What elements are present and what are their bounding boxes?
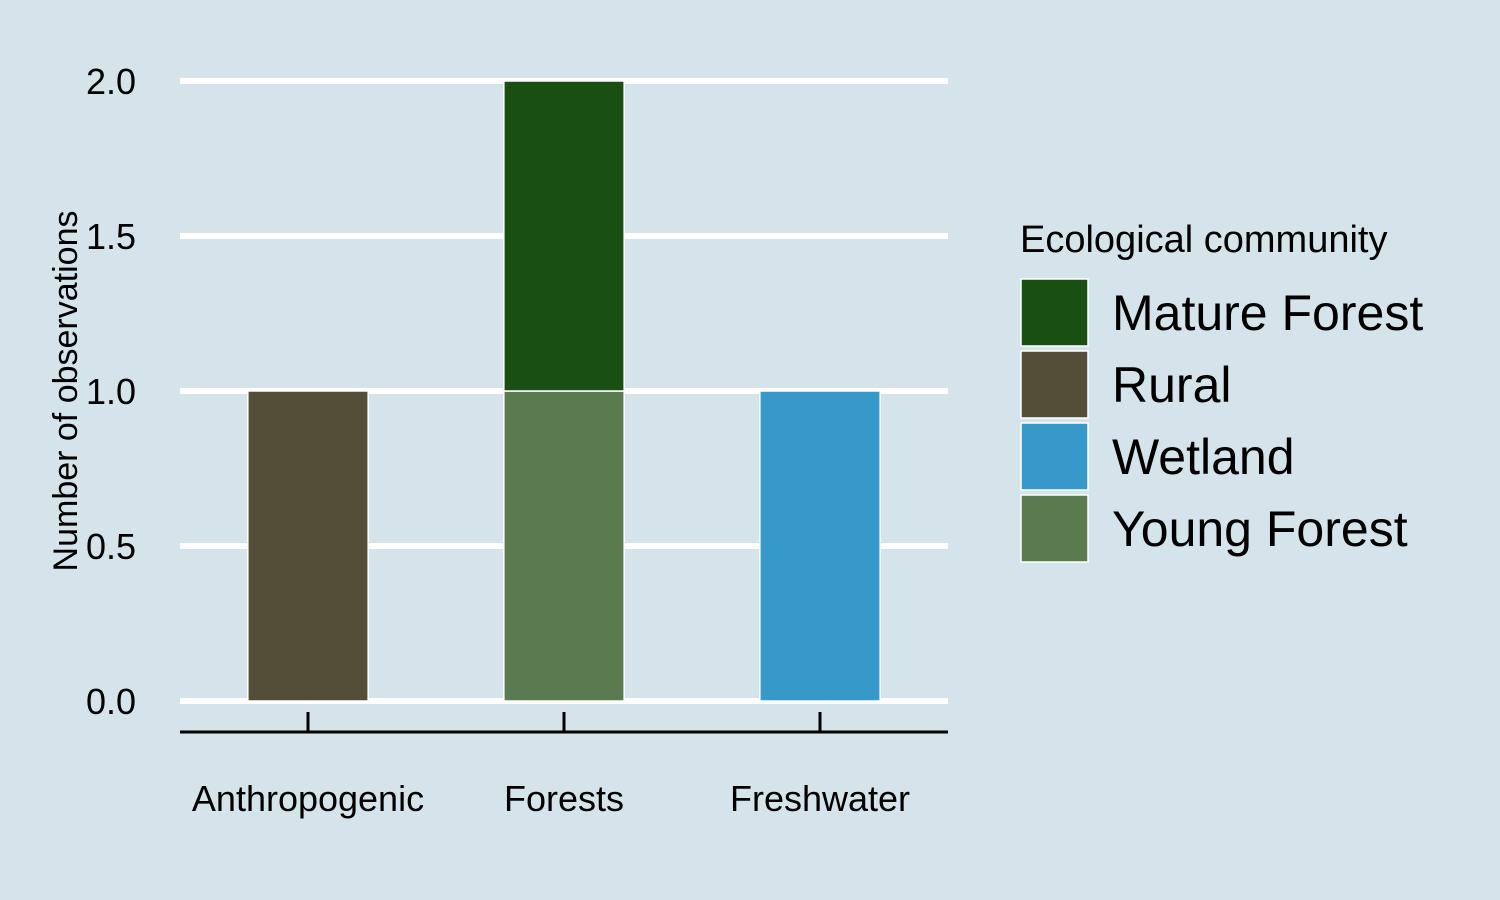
- legend-label: Mature Forest: [1112, 285, 1423, 341]
- x-tick-label: Anthropogenic: [192, 778, 424, 819]
- bar-freshwater-wetland: [759, 390, 881, 702]
- legend-swatch: [1020, 350, 1089, 419]
- x-tick-label: Freshwater: [730, 778, 910, 819]
- bars: [247, 80, 881, 702]
- y-tick-labels: 0.0 0.5 1.0 1.5 2.0: [86, 61, 136, 722]
- bar-forests-young-forest: [503, 390, 625, 702]
- legend-label: Wetland: [1112, 429, 1295, 485]
- x-tick-labels: Anthropogenic Forests Freshwater: [192, 778, 910, 819]
- legend-swatch: [1020, 494, 1089, 563]
- legend-label: Young Forest: [1112, 501, 1408, 557]
- legend-label: Rural: [1112, 357, 1231, 413]
- x-tick-label: Forests: [504, 778, 624, 819]
- y-tick-label: 1.5: [86, 216, 136, 257]
- legend-items: Mature Forest Rural Wetland Young Forest: [1020, 278, 1423, 563]
- bar-forests-mature-forest: [503, 80, 625, 392]
- legend-swatch: [1020, 422, 1089, 491]
- y-tick-label: 2.0: [86, 61, 136, 102]
- bar-anthropogenic-rural: [247, 390, 369, 702]
- y-axis-title: Number of observations: [47, 211, 85, 572]
- y-tick-label: 0.5: [86, 526, 136, 567]
- legend: Ecological community Mature Forest Rural W…: [1020, 219, 1423, 563]
- legend-title: Ecological community: [1020, 219, 1387, 261]
- legend-swatch: [1020, 278, 1089, 347]
- y-tick-label: 0.0: [86, 681, 136, 722]
- y-tick-label: 1.0: [86, 371, 136, 412]
- axes: [180, 712, 948, 734]
